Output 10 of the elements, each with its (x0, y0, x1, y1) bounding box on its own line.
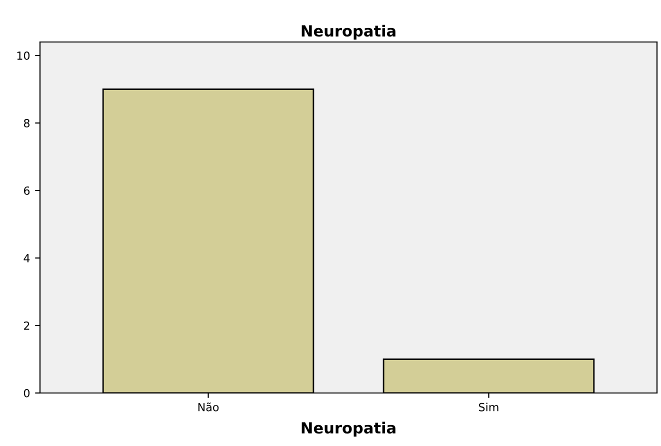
x-tick-label: Não (198, 402, 219, 412)
y-tick-label: 6 (24, 186, 30, 195)
y-tick-label: 8 (24, 118, 30, 128)
chart-title: Neuropatia (302, 24, 396, 40)
y-tick-label: 10 (17, 51, 30, 60)
y-tick-label: 2 (24, 321, 30, 330)
y-tick-label: 4 (24, 254, 30, 262)
x-tick-label: Sim (478, 402, 498, 412)
x-axis-title: Neuropatia (302, 422, 396, 437)
y-tick-label: 0 (24, 388, 30, 398)
